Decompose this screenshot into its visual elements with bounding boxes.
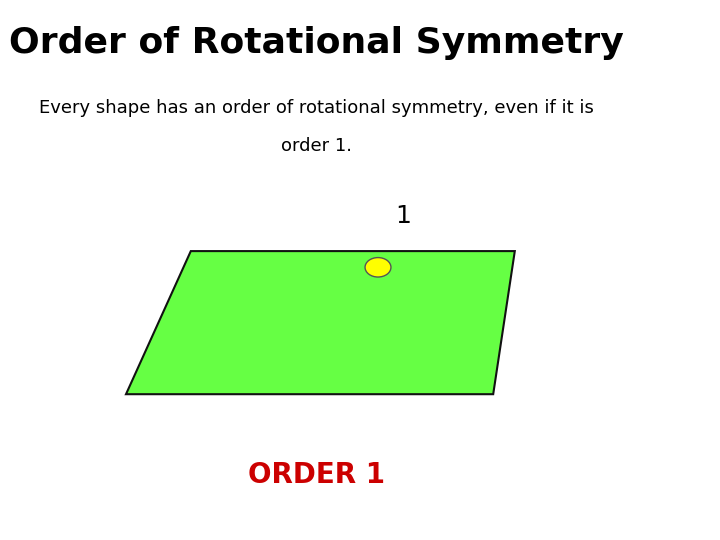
Text: Every shape has an order of rotational symmetry, even if it is: Every shape has an order of rotational s… [40,99,594,117]
Text: 1: 1 [395,204,411,228]
Circle shape [365,258,391,277]
Polygon shape [126,251,515,394]
Text: order 1.: order 1. [282,137,352,155]
Text: ORDER 1: ORDER 1 [248,461,385,489]
Text: Order of Rotational Symmetry: Order of Rotational Symmetry [9,26,624,60]
